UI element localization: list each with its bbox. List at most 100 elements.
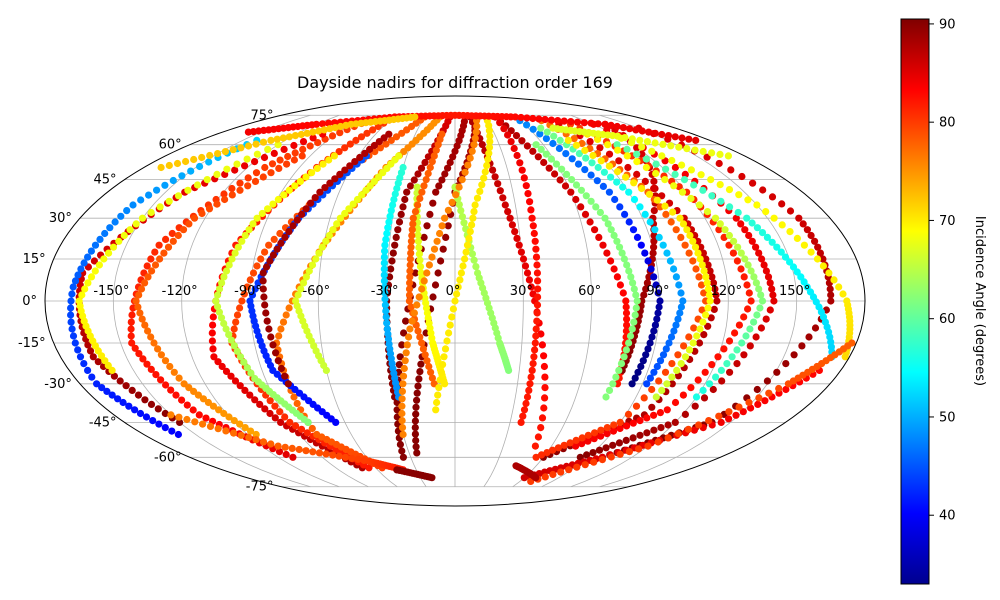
data-point <box>748 219 756 227</box>
data-point <box>249 220 257 228</box>
data-point <box>762 267 771 275</box>
data-point <box>671 163 680 172</box>
data-point <box>668 380 676 388</box>
data-point <box>601 214 609 222</box>
data-point <box>348 454 356 462</box>
data-point <box>516 159 524 167</box>
data-point <box>760 261 768 269</box>
data-point <box>153 186 161 194</box>
data-point <box>439 245 447 253</box>
data-point <box>434 141 442 149</box>
data-point <box>84 341 92 349</box>
data-point <box>209 402 217 410</box>
data-point <box>556 136 564 144</box>
data-point <box>127 318 135 326</box>
data-point <box>623 315 631 323</box>
data-point <box>391 190 399 198</box>
data-point <box>625 267 633 275</box>
data-point <box>504 131 512 139</box>
data-point <box>632 126 640 134</box>
data-point <box>702 255 710 263</box>
data-point <box>230 325 238 333</box>
data-point <box>284 152 292 161</box>
data-point <box>414 201 422 209</box>
data-point <box>596 208 605 217</box>
data-point <box>598 456 607 464</box>
data-point <box>755 285 763 293</box>
data-point <box>517 113 525 122</box>
data-point <box>597 426 605 434</box>
data-point <box>588 159 596 167</box>
data-point <box>233 311 242 319</box>
data-point <box>680 342 688 350</box>
data-point <box>275 164 283 172</box>
data-point <box>241 386 249 394</box>
data-point <box>543 128 551 136</box>
data-point <box>275 332 283 340</box>
data-point <box>122 382 130 390</box>
data-point <box>589 449 597 457</box>
data-point <box>667 142 675 150</box>
data-point <box>672 321 680 329</box>
data-point <box>485 143 494 151</box>
data-point <box>827 297 835 305</box>
data-point <box>652 281 660 289</box>
data-point <box>684 425 693 433</box>
data-point <box>613 178 621 186</box>
data-point <box>716 181 724 189</box>
data-point <box>670 182 678 190</box>
data-point <box>414 327 422 335</box>
data-point <box>293 216 301 224</box>
data-point <box>698 306 706 314</box>
data-point <box>93 380 101 388</box>
data-point <box>532 474 540 482</box>
data-point <box>624 163 632 172</box>
data-point <box>386 212 394 220</box>
data-point <box>662 210 670 218</box>
data-point <box>640 394 648 402</box>
data-point <box>525 276 534 284</box>
data-point <box>206 422 215 430</box>
data-point <box>396 353 404 361</box>
data-point <box>643 279 652 287</box>
data-point <box>251 285 259 293</box>
data-point <box>428 474 436 482</box>
data-point <box>302 273 310 281</box>
data-point <box>241 231 249 240</box>
data-point <box>689 339 697 347</box>
data-point <box>501 201 509 209</box>
data-point <box>95 261 103 269</box>
data-point <box>747 267 755 275</box>
data-point <box>599 241 607 249</box>
data-point <box>654 438 662 446</box>
data-point <box>412 410 420 418</box>
data-point <box>622 297 630 305</box>
data-point <box>370 141 378 150</box>
data-point <box>127 325 135 333</box>
data-point <box>315 127 323 135</box>
data-point <box>630 179 638 187</box>
data-point <box>398 409 406 418</box>
data-point <box>692 136 700 144</box>
data-point <box>650 426 658 434</box>
data-point <box>420 277 428 285</box>
data-point <box>648 385 656 394</box>
data-point <box>596 144 604 152</box>
data-point <box>388 257 396 265</box>
data-point <box>157 163 165 172</box>
data-point <box>261 405 269 413</box>
data-point <box>610 231 618 240</box>
data-point <box>336 170 344 178</box>
data-point <box>279 318 288 326</box>
data-point <box>429 293 437 301</box>
data-point <box>661 176 669 184</box>
lat-tick-label: 45° <box>94 173 117 188</box>
data-point <box>681 241 689 249</box>
data-point <box>574 160 583 168</box>
data-point <box>641 210 649 218</box>
data-point <box>617 360 626 368</box>
data-point <box>747 297 755 305</box>
data-point <box>504 208 512 216</box>
data-point <box>658 386 666 394</box>
